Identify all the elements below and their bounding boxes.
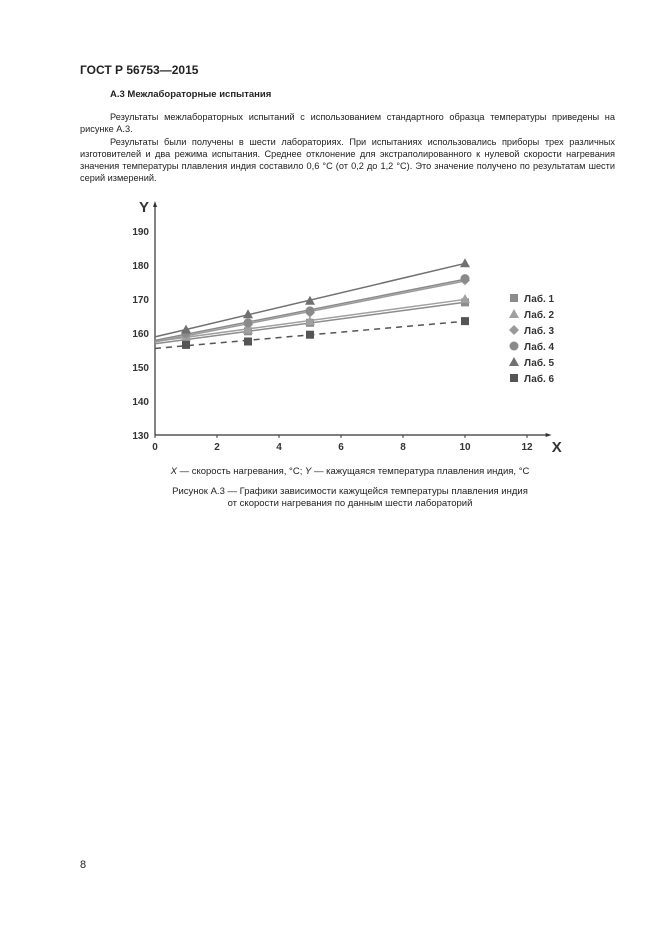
x-tick-label: 8 bbox=[400, 442, 406, 453]
paragraph-text: Результаты межлабораторных испытаний с и… bbox=[80, 112, 615, 134]
data-point bbox=[182, 340, 190, 349]
y-tick-label: 160 bbox=[132, 329, 149, 340]
page-number: 8 bbox=[80, 859, 87, 871]
legend-label: Лаб. 4 bbox=[524, 341, 555, 353]
legend-marker bbox=[510, 374, 518, 382]
data-point bbox=[305, 295, 315, 305]
x-axis-label: X bbox=[552, 439, 562, 455]
data-point bbox=[306, 330, 314, 339]
legend-label: Лаб. 3 bbox=[524, 325, 555, 337]
x-tick-label: 6 bbox=[338, 442, 344, 453]
axis-legend-y-text: — кажущаяся температура плавления индия,… bbox=[311, 466, 530, 477]
x-tick-label: 2 bbox=[214, 442, 220, 453]
section-title: А.3 Межлабораторные испытания bbox=[110, 89, 272, 100]
paragraph-2: Результаты были получены в шести лаборат… bbox=[80, 136, 615, 184]
data-point bbox=[243, 309, 253, 319]
y-tick-label: 170 bbox=[132, 295, 149, 306]
legend-marker bbox=[510, 294, 518, 302]
document-header: ГОСТ Р 56753—2015 bbox=[80, 63, 199, 77]
data-point bbox=[460, 294, 470, 303]
paragraph-text: Результаты были получены в шести лаборат… bbox=[80, 137, 615, 183]
axis-legend-x-text: — скорость нагревания, °С; bbox=[176, 466, 305, 477]
data-point bbox=[305, 306, 315, 316]
paragraph-1: Результаты межлабораторных испытаний с и… bbox=[80, 111, 615, 135]
legend-label: Лаб. 6 bbox=[524, 373, 555, 385]
legend-label: Лаб. 2 bbox=[524, 309, 555, 321]
data-point bbox=[461, 317, 469, 326]
data-point bbox=[305, 316, 315, 326]
figure-caption-line-1: Рисунок А.3 — Графики зависимости кажуще… bbox=[172, 486, 528, 497]
y-axis-label: Y bbox=[139, 199, 149, 216]
x-axis-arrow bbox=[545, 433, 552, 437]
axis-legend-x: X bbox=[170, 466, 177, 477]
x-tick-label: 4 bbox=[276, 442, 282, 453]
data-point bbox=[243, 318, 253, 328]
x-tick-label: 10 bbox=[459, 442, 471, 453]
y-tick-label: 190 bbox=[132, 227, 149, 238]
axis-legend: X — скорость нагревания, °С; Y — кажущая… bbox=[120, 466, 580, 478]
legend-marker bbox=[509, 309, 519, 318]
data-point bbox=[244, 337, 252, 346]
y-tick-label: 140 bbox=[132, 397, 149, 408]
figure-caption-line-2: от скорости нагревания по данным шести л… bbox=[227, 498, 473, 509]
legend-label: Лаб. 1 bbox=[524, 293, 555, 305]
x-tick-label: 0 bbox=[152, 442, 158, 453]
legend-label: Лаб. 5 bbox=[524, 357, 555, 369]
legend-marker bbox=[509, 357, 519, 366]
y-tick-label: 150 bbox=[132, 363, 149, 374]
data-point bbox=[460, 258, 470, 268]
axis-legend-y: Y bbox=[305, 466, 312, 477]
legend-marker bbox=[509, 325, 519, 335]
y-axis-arrow bbox=[153, 201, 157, 207]
figure-caption: Рисунок А.3 — Графики зависимости кажуще… bbox=[120, 486, 580, 510]
data-point bbox=[460, 274, 470, 284]
x-tick-label: 12 bbox=[521, 442, 533, 453]
legend-marker bbox=[509, 341, 519, 351]
data-point bbox=[181, 324, 191, 334]
chart: X Y 0 2 4 6 8 10 12 130 140 150 160 170 180 190 Лаб. 1 Ла… bbox=[132, 199, 562, 455]
y-tick-label: 130 bbox=[132, 431, 149, 442]
y-tick-label: 180 bbox=[132, 261, 149, 272]
